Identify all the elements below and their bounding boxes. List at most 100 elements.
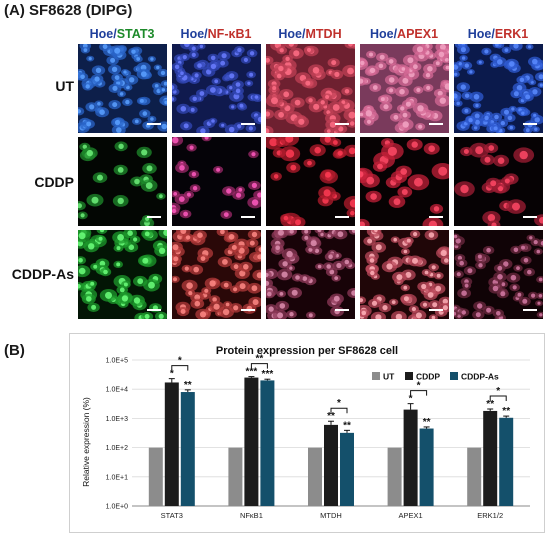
chart-svg: Protein expression per SF8628 cell Relat… xyxy=(81,345,530,520)
panel-b-label: (B) xyxy=(4,342,25,359)
x-tick-label: NFκB1 xyxy=(240,511,263,520)
header-sep: / xyxy=(302,27,306,41)
column-header-mtdh: Hoe/MTDH xyxy=(266,27,354,41)
significance-stars: * xyxy=(170,369,174,380)
scale-bar xyxy=(429,309,443,311)
bar-cddp-as-nfκb1 xyxy=(260,380,275,506)
legend-label: CDDP xyxy=(416,372,440,382)
scale-bar xyxy=(335,123,349,125)
micrograph-cddp-as-erk1 xyxy=(454,230,543,319)
legend-label: UT xyxy=(383,372,395,382)
row-label-ut: UT xyxy=(55,78,74,94)
micrograph-ut-erk1 xyxy=(454,44,543,133)
y-axis-label: Relative expression (%) xyxy=(81,397,91,487)
scale-bar xyxy=(241,309,255,311)
bar-cddp-mtdh xyxy=(324,424,338,506)
y-tick-label: 1.0E+2 xyxy=(106,445,128,452)
scale-bar xyxy=(335,309,349,311)
micrograph-cddp-as-mtdh xyxy=(266,230,355,319)
scale-bar xyxy=(241,123,255,125)
legend-swatch xyxy=(405,372,413,380)
header-sep: / xyxy=(393,27,398,41)
row-label-cddp-as: CDDP-As xyxy=(11,266,74,282)
significance-stars: *** xyxy=(262,369,274,380)
bar-ut-apex1 xyxy=(387,447,402,506)
header-marker: MTDH xyxy=(305,27,342,41)
comparison-stars: ** xyxy=(256,354,264,365)
comparison-bracket xyxy=(250,363,268,369)
x-tick-label: MTDH xyxy=(320,511,342,520)
micrograph-cddp-mtdh xyxy=(266,137,355,226)
bar-cddp-erk1/2 xyxy=(483,410,498,506)
y-tick-label: 1.0E+0 xyxy=(106,504,128,511)
comparison-stars: * xyxy=(178,356,182,367)
bar-ut-mtdh xyxy=(308,447,322,506)
significance-stars: ** xyxy=(502,406,510,417)
column-header-erk1: Hoe/ERK1 xyxy=(454,27,542,41)
y-tick-label: 1.0E+3 xyxy=(106,416,128,423)
legend: UT CDDP CDDP-As xyxy=(372,372,499,382)
significance-stars: ** xyxy=(184,380,192,391)
comparison-bracket xyxy=(171,365,189,371)
significance-stars: ** xyxy=(486,399,494,410)
x-tick-label: STAT3 xyxy=(161,511,183,520)
bar-layer: ******* ********** ********* xyxy=(148,354,514,506)
scale-bar xyxy=(241,216,255,218)
header-marker: ERK1 xyxy=(494,27,529,41)
micrograph-ut-stat3 xyxy=(78,44,167,133)
panel-a-label: (A) SF8628 (DIPG) xyxy=(4,2,133,19)
x-tick-label: APEX1 xyxy=(399,511,423,520)
bar-ut-nfκb1 xyxy=(228,447,243,506)
legend-label: CDDP-As xyxy=(461,372,499,382)
bar-chart: Protein expression per SF8628 cell Relat… xyxy=(69,333,545,533)
bar-cddp-as-mtdh xyxy=(340,432,354,506)
column-header-nfkb1: Hoe/NF-κB1 xyxy=(172,27,260,41)
legend-swatch xyxy=(450,372,458,380)
bar-cddp-apex1 xyxy=(403,409,418,506)
micrograph-cddp-as-apex1 xyxy=(360,230,449,319)
bar-cddp-stat3 xyxy=(164,382,179,506)
significance-stars: ** xyxy=(343,420,351,431)
comparison-bracket xyxy=(330,407,348,414)
micrograph-ut-nfkb1 xyxy=(172,44,261,133)
scale-bar xyxy=(523,123,537,125)
bar-ut-erk1/2 xyxy=(467,447,482,506)
scale-bar xyxy=(147,123,161,125)
x-tick-label: ERK1/2 xyxy=(477,511,503,520)
header-hoe: Hoe xyxy=(369,27,394,41)
header-hoe: Hoe xyxy=(278,27,303,41)
row-label-cddp: CDDP xyxy=(34,174,74,190)
y-tick-label: 1.0E+4 xyxy=(106,387,128,394)
y-tick-label: 1.0E+1 xyxy=(106,474,128,481)
micrograph-cddp-as-nfkb1 xyxy=(172,230,261,319)
header-sep: / xyxy=(204,27,208,41)
comparison-bracket xyxy=(489,395,507,401)
significance-stars: *** xyxy=(246,367,258,378)
scale-bar xyxy=(429,216,443,218)
significance-stars: * xyxy=(409,394,413,405)
micrograph-ut-apex1 xyxy=(360,44,449,133)
comparison-stars: * xyxy=(417,381,421,392)
comparison-bracket xyxy=(410,390,428,396)
scale-bar xyxy=(523,216,537,218)
bar-cddp-as-apex1 xyxy=(419,428,434,506)
header-hoe: Hoe xyxy=(467,27,492,41)
micrograph-cddp-erk1 xyxy=(454,137,543,226)
header-marker: NF-κB1 xyxy=(207,27,252,41)
scale-bar xyxy=(147,309,161,311)
significance-stars: ** xyxy=(327,411,335,422)
legend-swatch xyxy=(372,372,380,380)
scale-bar xyxy=(429,123,443,125)
chart-title: Protein expression per SF8628 cell xyxy=(216,345,398,357)
micrograph-cddp-as-stat3 xyxy=(78,230,167,319)
column-header-stat3: Hoe/STAT3 xyxy=(78,27,166,41)
micrograph-cddp-nfkb1 xyxy=(172,137,261,226)
micrograph-ut-mtdh xyxy=(266,44,355,133)
header-sep: / xyxy=(113,27,117,41)
header-marker: APEX1 xyxy=(397,27,439,41)
header-sep: / xyxy=(491,27,495,41)
header-hoe: Hoe xyxy=(180,27,205,41)
comparison-stars: * xyxy=(337,398,341,409)
bar-cddp-as-stat3 xyxy=(180,392,195,506)
header-marker: STAT3 xyxy=(116,27,155,41)
